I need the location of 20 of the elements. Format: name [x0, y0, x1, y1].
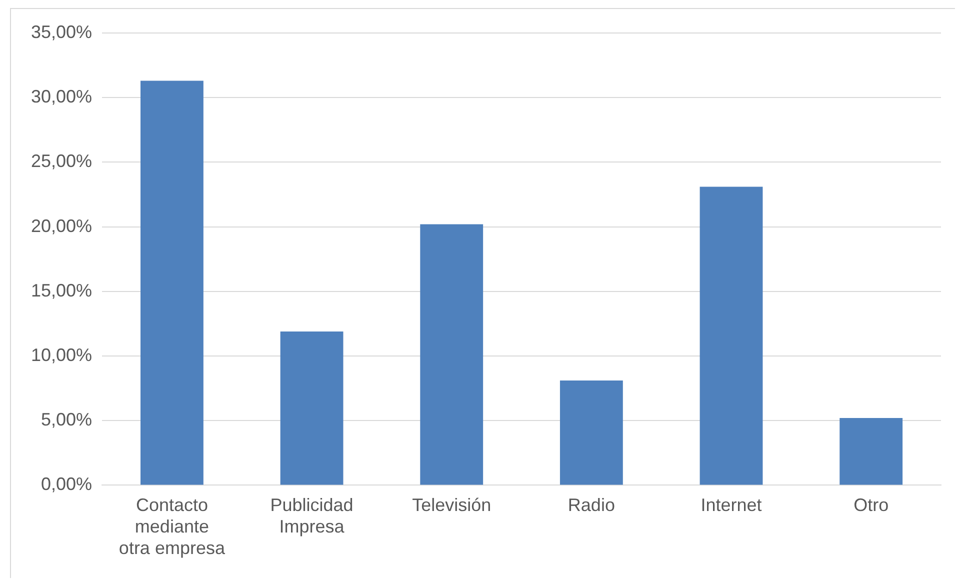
y-tick-label: 0,00% — [41, 474, 92, 494]
y-tick-label: 10,00% — [30, 344, 92, 365]
bar — [700, 186, 763, 485]
bar — [560, 380, 623, 485]
x-tick-label: Radio — [568, 494, 615, 515]
x-tick-label: Internet — [700, 494, 762, 515]
y-tick-label: 35,00% — [30, 22, 92, 42]
y-tick-label: 30,00% — [30, 86, 92, 107]
y-tick-label: 25,00% — [30, 151, 92, 172]
x-tick-label: Contacto mediante otra empresa — [118, 494, 226, 558]
y-tick-label: 5,00% — [41, 410, 92, 430]
bar — [420, 224, 484, 485]
x-tick-label: Otro — [854, 494, 889, 515]
x-tick-label: Televisión — [412, 494, 492, 515]
bar — [140, 80, 204, 485]
x-tick-label: Publicidad Impresa — [270, 494, 354, 537]
bar — [840, 418, 903, 485]
y-tick-label: 15,00% — [30, 280, 92, 300]
bar — [280, 331, 344, 485]
y-tick-label: 20,00% — [30, 216, 92, 236]
